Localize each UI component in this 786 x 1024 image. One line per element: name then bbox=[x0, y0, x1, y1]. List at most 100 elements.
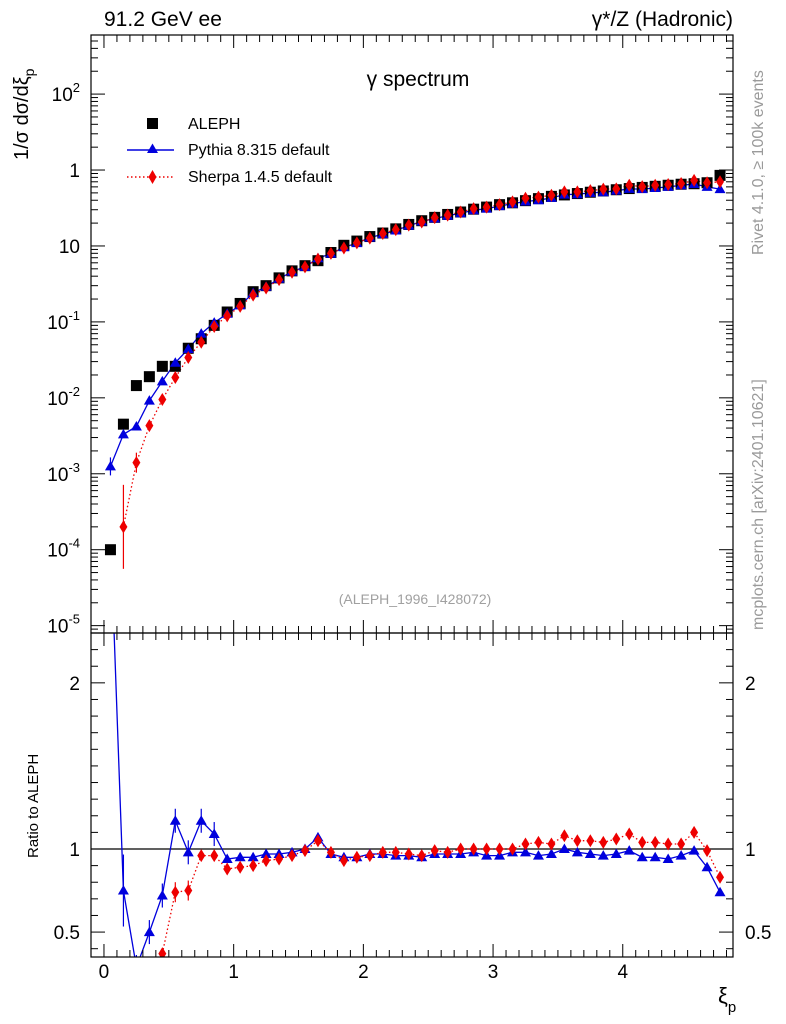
sherpa-point bbox=[651, 178, 660, 192]
sherpa-point bbox=[482, 200, 491, 214]
sherpa-ratio-point bbox=[482, 842, 491, 856]
y-tick-label-top: 102 bbox=[52, 80, 80, 106]
pythia-ratio-point bbox=[623, 845, 635, 855]
sherpa-ratio-point bbox=[495, 842, 504, 856]
sherpa-point bbox=[456, 205, 465, 219]
sherpa-ratio-point bbox=[158, 947, 167, 957]
sherpa-ratio-point bbox=[599, 835, 608, 849]
sherpa-ratio-point bbox=[236, 860, 245, 874]
sherpa-point bbox=[378, 226, 387, 240]
legend-marker-sherpa bbox=[148, 170, 157, 184]
y-tick-label-top: 10 bbox=[59, 237, 80, 258]
y-tick-label-exponent: -5 bbox=[68, 612, 80, 627]
y-tick-label-base: 10 bbox=[47, 541, 68, 562]
sherpa-point bbox=[703, 176, 712, 190]
pythia-point bbox=[104, 460, 116, 471]
y-tick-label-base: 10 bbox=[47, 465, 68, 486]
chart-marks bbox=[91, 169, 733, 971]
sherpa-ratio-point bbox=[184, 884, 193, 898]
sherpa-point bbox=[534, 190, 543, 204]
sherpa-point bbox=[210, 319, 219, 333]
sherpa-point bbox=[158, 393, 167, 407]
y-tick-label-top: 1 bbox=[69, 161, 80, 182]
x-tick-label: 0 bbox=[99, 962, 110, 983]
pythia-ratio-point bbox=[182, 846, 194, 857]
sherpa-ratio-point bbox=[275, 852, 284, 866]
legend-label-sherpa: Sherpa 1.4.5 default bbox=[188, 169, 333, 186]
y-tick-label-exponent: -4 bbox=[68, 536, 80, 551]
sherpa-point bbox=[469, 202, 478, 216]
pythia-ratio-point bbox=[195, 815, 207, 825]
sherpa-point bbox=[313, 252, 322, 266]
pythia-ratio-point bbox=[247, 851, 259, 862]
sherpa-ratio-point bbox=[313, 834, 322, 848]
sherpa-point bbox=[184, 350, 193, 364]
y-tick-label-base: 1 bbox=[69, 161, 80, 182]
sherpa-ratio-point bbox=[716, 870, 725, 884]
sherpa-point bbox=[677, 176, 686, 190]
sherpa-point bbox=[236, 299, 245, 313]
sherpa-point bbox=[716, 175, 725, 189]
sherpa-ratio-point bbox=[288, 849, 297, 863]
sherpa-ratio-point bbox=[197, 849, 206, 863]
aleph-point bbox=[117, 418, 129, 430]
y-axis-label-ratio: Ratio to ALEPH bbox=[25, 754, 42, 858]
pythia-ratio-point bbox=[156, 890, 168, 900]
top-panel-marks bbox=[104, 169, 726, 569]
legend-marker-pythia bbox=[147, 143, 158, 153]
sherpa-ratio-point bbox=[391, 845, 400, 859]
pythia-line bbox=[109, 183, 721, 467]
y-tick-label-top: 10-3 bbox=[47, 460, 80, 486]
sherpa-point bbox=[430, 211, 439, 225]
sherpa-point bbox=[625, 178, 634, 192]
x-tick-label: 1 bbox=[228, 962, 239, 983]
sherpa-point bbox=[612, 182, 621, 196]
pythia-ratio-point bbox=[545, 848, 557, 858]
ratio-panel-frame bbox=[90, 632, 734, 958]
header-left: 91.2 GeV ee bbox=[104, 8, 222, 31]
pythia-ratio-point bbox=[519, 846, 531, 857]
pythia-ratio-point bbox=[649, 851, 661, 862]
sherpa-ratio-point bbox=[249, 859, 258, 873]
sherpa-ratio-point bbox=[560, 829, 569, 843]
sherpa-ratio-point bbox=[171, 885, 180, 899]
sherpa-ratio-point bbox=[326, 845, 335, 859]
y-tick-label-base: 10 bbox=[52, 85, 73, 106]
pythia-point bbox=[182, 343, 194, 353]
y-tick-label-ratio-left: 1 bbox=[69, 840, 80, 861]
sherpa-ratio-point bbox=[508, 842, 517, 856]
pythia-ratio-point bbox=[688, 845, 700, 855]
sherpa-ratio-point bbox=[352, 850, 361, 864]
legend-marker-aleph bbox=[147, 118, 158, 129]
sherpa-point bbox=[171, 371, 180, 385]
pythia-ratio-point bbox=[597, 850, 609, 860]
pythia-ratio-point bbox=[558, 843, 570, 853]
sherpa-ratio-point bbox=[417, 849, 426, 863]
plot-title: γ spectrum bbox=[367, 68, 470, 91]
y-tick-label-exponent: -2 bbox=[68, 384, 80, 399]
sherpa-ratio-point bbox=[690, 825, 699, 839]
pythia-ratio-point bbox=[131, 961, 142, 971]
y-tick-label-ratio-right: 0.5 bbox=[745, 923, 771, 944]
header-right: γ*/Z (Hadronic) bbox=[592, 8, 733, 31]
sherpa-point bbox=[443, 208, 452, 222]
pythia-ratio-point bbox=[260, 848, 272, 858]
sherpa-ratio-point bbox=[365, 849, 374, 863]
pythia-ratio-point bbox=[169, 815, 181, 825]
sherpa-ratio-point bbox=[534, 835, 543, 849]
sherpa-point bbox=[495, 198, 504, 212]
pythia-point bbox=[195, 328, 207, 338]
rivet-version-label: Rivet 4.1.0, ≥ 100k events bbox=[750, 70, 767, 255]
aleph-point bbox=[130, 380, 142, 392]
pythia-ratio-point bbox=[208, 828, 220, 839]
sherpa-point bbox=[339, 241, 348, 255]
y-tick-label-top: 10-2 bbox=[47, 384, 80, 410]
sherpa-point bbox=[508, 195, 517, 209]
sherpa-point bbox=[690, 173, 699, 187]
y-tick-label-base: 10 bbox=[47, 389, 68, 410]
aleph-point bbox=[104, 544, 116, 556]
sherpa-ratio-point bbox=[521, 837, 530, 851]
aleph-point bbox=[143, 371, 155, 383]
y-tick-label-top: 10-4 bbox=[47, 536, 80, 562]
